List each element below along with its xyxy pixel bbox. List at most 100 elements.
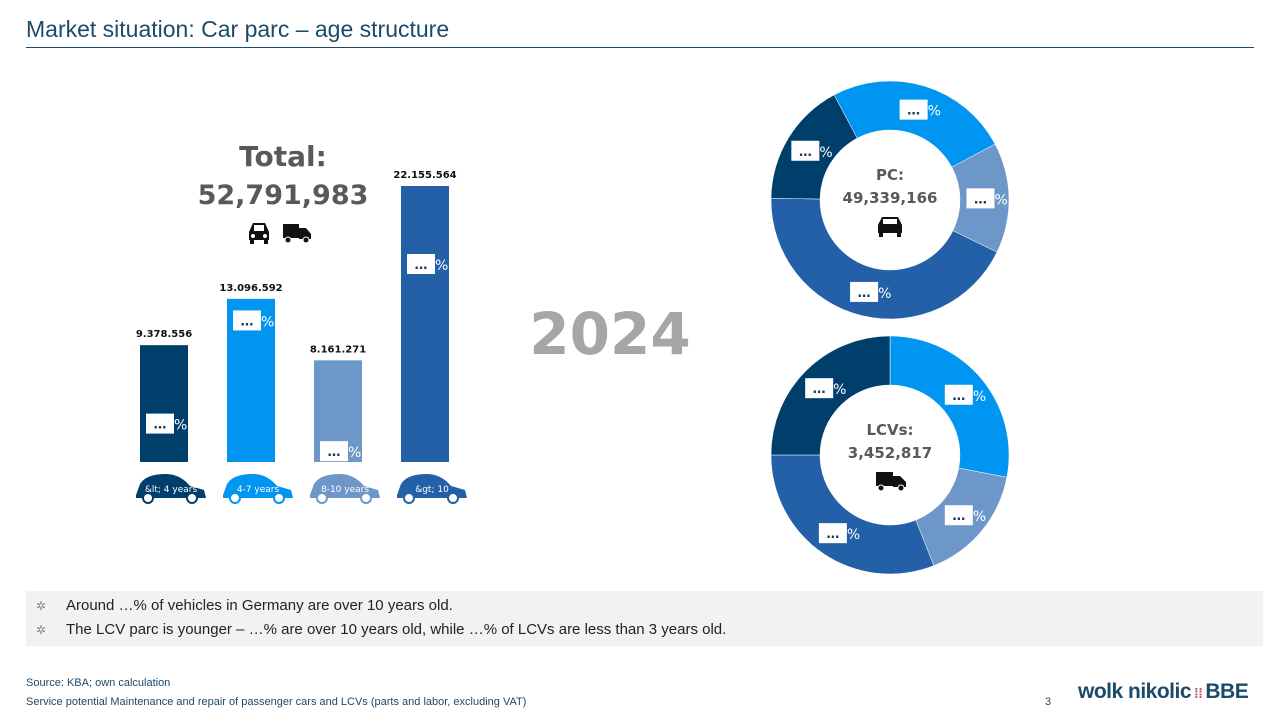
car-window: [883, 219, 897, 224]
label-mask: [320, 441, 348, 462]
age-bar-chart: 9.378.556 … % &lt; 4 years 13.096.592 … % 4-7 y…: [136, 170, 467, 504]
percent-label: …%: [850, 281, 891, 302]
label-mask: [944, 505, 973, 526]
percent-label: …%: [233, 310, 274, 331]
source-note: Source: KBA; own calculation: [26, 677, 171, 689]
category-label: 8-10 years: [321, 485, 369, 495]
label-percent: %: [261, 314, 274, 330]
label-percent: %: [847, 527, 860, 543]
page-title: Market situation: Car parc – age structu…: [26, 16, 450, 42]
label-ellipsis: …: [826, 527, 839, 542]
label-ellipsis: …: [952, 509, 965, 524]
percent-label: …%: [818, 523, 860, 544]
car-wheel: [142, 492, 154, 504]
year-label: 2024: [529, 300, 691, 368]
category-label: 4-7 years: [237, 485, 280, 495]
car-body: [136, 474, 206, 498]
label-percent: %: [928, 104, 941, 120]
car-icon: [249, 223, 269, 244]
label-percent: %: [878, 286, 891, 302]
label-percent: %: [174, 418, 187, 434]
car-wheel: [897, 233, 901, 237]
car-body: [397, 474, 467, 498]
bar-value-label: 9.378.556: [136, 329, 192, 340]
label-percent: %: [435, 258, 448, 274]
percent-label: …%: [791, 140, 833, 161]
bar-value-label: 22.155.564: [393, 170, 456, 181]
donut-center-value: 3,452,817: [848, 444, 932, 462]
category-label: &gt; 10: [415, 485, 449, 495]
truck-wheel: [877, 484, 885, 492]
page-number: 3: [1045, 696, 1052, 708]
percent-label: …%: [944, 384, 986, 405]
percent-label: …%: [407, 254, 448, 274]
lcv-donut-chart: …%…%…%… %LCVs:3,452,817: [770, 335, 1010, 575]
car-body: [223, 474, 293, 498]
gear-bullet-icon: ✲: [36, 623, 47, 637]
label-ellipsis: …: [799, 145, 812, 160]
car-category-icon: 4-7 years: [223, 474, 293, 504]
donut-center-label: LCVs:: [866, 421, 913, 439]
label-percent: %: [348, 445, 361, 461]
car-wheel: [447, 492, 459, 504]
donut-slice: [770, 198, 998, 320]
donut-slice: [770, 454, 935, 575]
percent-label: …%: [320, 441, 361, 462]
car-category-icon: &gt; 10: [397, 474, 467, 504]
car-wheel: [879, 233, 883, 237]
gear-bullet-icon: ✲: [36, 599, 47, 613]
label-percent: %: [994, 192, 1007, 208]
car-body: [310, 474, 380, 498]
finding-text: The LCV parc is younger – …% are over 10…: [66, 621, 727, 638]
truck-cab: [893, 476, 906, 487]
donut-center-value: 49,339,166: [843, 189, 938, 207]
label-ellipsis: …: [154, 418, 167, 433]
car-wheel: [273, 492, 285, 504]
label-ellipsis: …: [952, 389, 965, 404]
donut-slice: [889, 335, 1010, 478]
label-percent: %: [973, 509, 986, 525]
label-mask: [233, 310, 261, 331]
label-ellipsis: …: [858, 286, 871, 301]
truck-cargo: [876, 472, 893, 486]
label-mask: [818, 523, 847, 544]
label-mask: [146, 413, 174, 434]
percent-label: …%: [805, 378, 846, 399]
pc-donut-chart: …%…%…%… %PC:49,339,166: [770, 80, 1010, 320]
bar-value-label: 8.161.271: [310, 344, 366, 355]
title-divider: [26, 47, 1254, 48]
key-findings: ✲ Around …% of vehicles in Germany are ov…: [26, 591, 1263, 646]
label-ellipsis: …: [415, 258, 428, 273]
car-wheel: [403, 492, 415, 504]
bar-value-label: 13.096.592: [219, 283, 282, 294]
car-wheel: [229, 492, 241, 504]
donut-center-label: PC:: [876, 166, 904, 184]
label-ellipsis: …: [974, 192, 987, 207]
car-wheel: [316, 492, 328, 504]
car-wheel: [186, 492, 198, 504]
percent-label: …%: [966, 188, 1008, 209]
truck-wheel: [897, 484, 905, 492]
bar-0: [140, 345, 188, 462]
label-mask: [805, 378, 834, 399]
category-label: &lt; 4 years: [145, 485, 198, 495]
finding-item: ✲ Around …% of vehicles in Germany are ov…: [36, 597, 453, 614]
label-mask: [966, 188, 995, 209]
label-mask: [850, 281, 879, 302]
label-mask: [791, 140, 820, 161]
label-ellipsis: …: [813, 382, 826, 397]
car-wheel: [360, 492, 372, 504]
company-logo: wolk nikolic ⁞⁞ BBE: [1078, 680, 1249, 703]
footer-text: Service potential Maintenance and repair…: [26, 696, 527, 708]
bar-3: [401, 186, 449, 462]
total-value: 52,791,983: [197, 180, 369, 211]
total-label: Total:: [239, 140, 327, 173]
donut-slice: [833, 80, 996, 168]
label-ellipsis: …: [328, 445, 341, 460]
car-icon: [878, 217, 902, 237]
label-percent: %: [819, 145, 832, 161]
label-ellipsis: …: [907, 104, 920, 119]
finding-text: Around …% of vehicles in Germany are ove…: [66, 597, 453, 614]
percent-label: …%: [899, 99, 941, 120]
truck-icon: [283, 224, 311, 244]
